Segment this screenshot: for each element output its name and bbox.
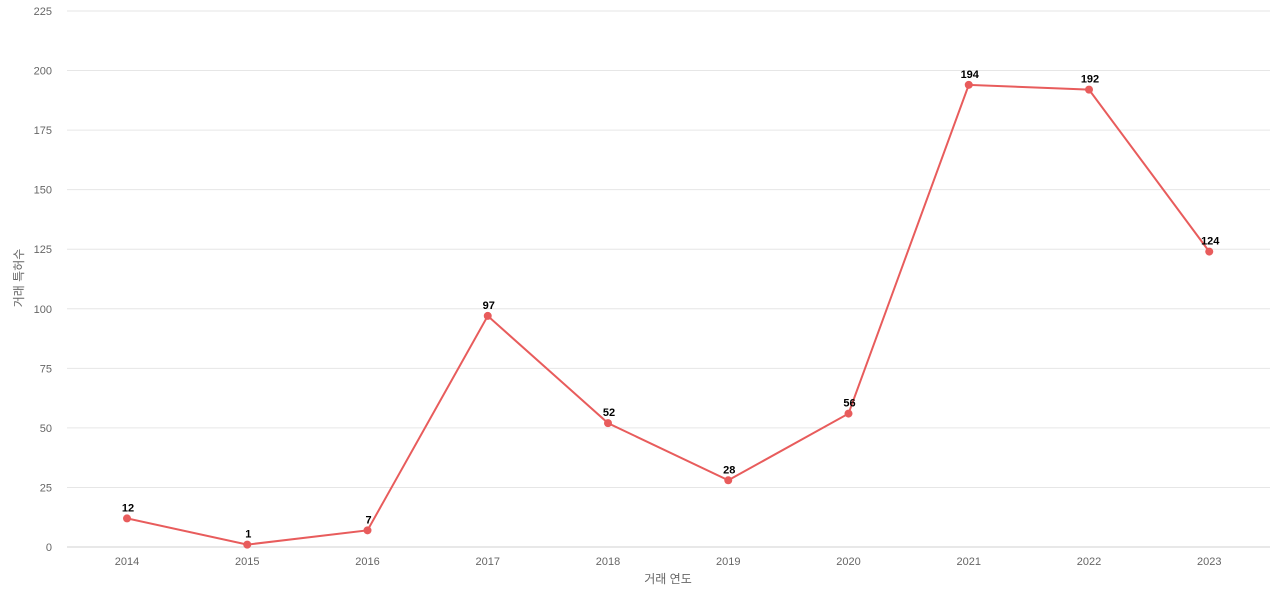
x-tick-label: 2020	[836, 556, 860, 568]
y-axis-title: 거래 특허수	[12, 249, 26, 308]
data-point[interactable]	[964, 80, 973, 89]
data-label: 56	[843, 398, 855, 410]
data-point[interactable]	[604, 419, 612, 428]
data-point[interactable]	[724, 476, 733, 485]
data-point[interactable]	[1085, 85, 1093, 94]
series-line	[126, 83, 1211, 546]
y-tick-label: 225	[34, 6, 52, 18]
data-point[interactable]	[844, 409, 853, 418]
y-tick-label: 75	[40, 363, 52, 375]
y-tick-label: 50	[40, 423, 52, 435]
y-tick-label: 0	[46, 542, 52, 554]
x-tick-label: 2023	[1197, 556, 1221, 568]
y-tick-label: 200	[34, 66, 52, 78]
x-tick-label: 2017	[476, 556, 500, 568]
data-point[interactable]	[243, 540, 252, 549]
data-point[interactable]	[483, 311, 492, 320]
series-layer	[123, 80, 1214, 549]
data-label: 97	[483, 300, 495, 312]
x-axis-title: 거래 연도	[644, 572, 692, 586]
grid-layer	[67, 10, 1270, 488]
data-label: 52	[603, 407, 615, 419]
y-tick-label: 125	[34, 244, 52, 256]
data-point[interactable]	[363, 526, 372, 535]
data-label: 124	[1201, 236, 1220, 248]
x-tick-label: 2015	[235, 556, 259, 568]
y-tick-label: 150	[34, 185, 52, 197]
y-tick-label: 175	[34, 125, 52, 137]
data-label: 12	[122, 502, 134, 514]
data-label: 28	[723, 464, 735, 476]
x-tick-label: 2022	[1077, 556, 1101, 568]
data-point[interactable]	[1205, 247, 1214, 256]
data-label: 194	[961, 69, 980, 81]
data-label: 7	[365, 514, 371, 526]
x-tick-label: 2016	[355, 556, 379, 568]
axis-layer: 0 25 50 75 100 125 150 175 200 225 2014 2015 2016 201…	[34, 6, 1270, 568]
data-label: 1	[245, 529, 251, 541]
data-point[interactable]	[123, 514, 131, 523]
label-layer: 12 1 7 97 52 28 56 194 192 124	[122, 69, 1220, 541]
x-tick-label: 2014	[115, 556, 139, 568]
data-label: 192	[1081, 74, 1099, 86]
x-tick-label: 2019	[716, 556, 740, 568]
y-tick-label: 100	[34, 304, 52, 316]
y-tick-label: 25	[40, 482, 52, 494]
x-tick-label: 2018	[596, 556, 620, 568]
x-tick-label: 2021	[957, 556, 981, 568]
